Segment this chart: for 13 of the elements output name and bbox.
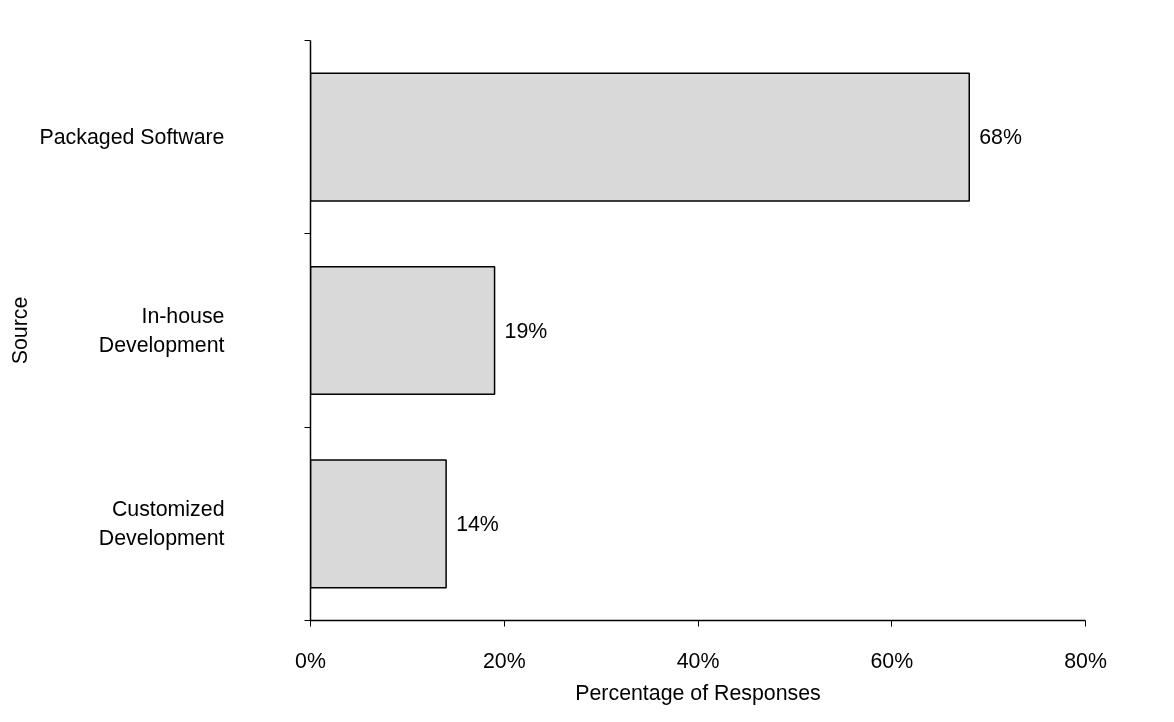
y-axis-title: Source: [7, 296, 32, 365]
y-tick-label: Customized Development: [98, 497, 225, 551]
data-label: 19%: [504, 318, 548, 343]
x-tick-label: 60%: [870, 648, 914, 673]
data-label: 68%: [979, 125, 1022, 150]
data-label: 14%: [456, 511, 499, 536]
x-axis-title: Percentage of Responses: [575, 680, 821, 705]
x-tick-label: 80%: [1064, 648, 1107, 673]
y-tick-label: In-house Development: [98, 304, 225, 357]
x-tick-label: 20%: [482, 648, 526, 673]
y-tick-label: Packaged Software: [39, 125, 225, 150]
x-tick-label: 0%: [295, 648, 326, 673]
x-tick-label: 40%: [676, 648, 720, 673]
